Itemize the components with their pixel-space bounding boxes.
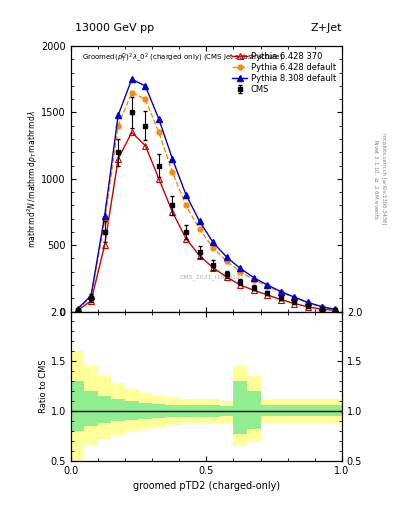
Pythia 6.428 default — [265, 283, 270, 289]
Text: mcplots.cern.ch [arXiv:1306.3436]: mcplots.cern.ch [arXiv:1306.3436] — [381, 134, 386, 225]
Legend: Pythia 6.428 370, Pythia 6.428 default, Pythia 8.308 default, CMS: Pythia 6.428 370, Pythia 6.428 default, … — [231, 50, 338, 96]
Pythia 8.308 default — [156, 116, 161, 122]
Pythia 6.428 370 — [89, 298, 94, 304]
Pythia 8.308 default — [184, 191, 188, 198]
Pythia 6.428 default — [333, 307, 338, 313]
Pythia 8.308 default — [252, 274, 256, 281]
Pythia 8.308 default — [292, 294, 297, 300]
Pythia 8.308 default — [143, 83, 148, 89]
Pythia 6.428 default — [292, 294, 297, 301]
Pythia 8.308 default — [75, 306, 80, 312]
Pythia 8.308 default — [197, 218, 202, 224]
Pythia 6.428 370 — [292, 301, 297, 307]
Pythia 6.428 370 — [319, 306, 324, 312]
Pythia 6.428 370 — [238, 282, 242, 288]
Pythia 8.308 default — [319, 304, 324, 310]
Line: Pythia 8.308 default: Pythia 8.308 default — [75, 76, 338, 312]
Text: CMS_2021_I1920187: CMS_2021_I1920187 — [179, 274, 244, 280]
Pythia 6.428 370 — [265, 292, 270, 298]
Line: Pythia 6.428 370: Pythia 6.428 370 — [75, 130, 338, 313]
Text: Z+Jet: Z+Jet — [310, 23, 342, 33]
Pythia 8.308 default — [129, 76, 134, 82]
Pythia 8.308 default — [170, 156, 175, 162]
Pythia 8.308 default — [306, 300, 310, 306]
Pythia 8.308 default — [211, 240, 215, 246]
Pythia 8.308 default — [265, 282, 270, 288]
Pythia 6.428 default — [224, 258, 229, 264]
Pythia 6.428 default — [306, 300, 310, 306]
Pythia 6.428 default — [184, 202, 188, 208]
Pythia 6.428 default — [170, 169, 175, 175]
Pythia 8.308 default — [333, 306, 338, 312]
Pythia 6.428 default — [89, 294, 94, 300]
Text: 13000 GeV pp: 13000 GeV pp — [75, 23, 154, 33]
Pythia 6.428 default — [116, 123, 121, 129]
Pythia 8.308 default — [89, 292, 94, 298]
Text: Groomed$(p_T^D)^2\lambda\_0^2$ (charged only) (CMS jet substructure): Groomed$(p_T^D)^2\lambda\_0^2$ (charged … — [82, 51, 283, 65]
Pythia 6.428 default — [279, 289, 283, 295]
Pythia 8.308 default — [116, 112, 121, 118]
Pythia 6.428 370 — [129, 129, 134, 135]
Pythia 6.428 370 — [197, 253, 202, 259]
Pythia 6.428 default — [319, 304, 324, 310]
Pythia 6.428 370 — [279, 296, 283, 303]
Pythia 6.428 370 — [170, 209, 175, 215]
Pythia 6.428 370 — [211, 265, 215, 271]
Pythia 6.428 370 — [252, 287, 256, 293]
Pythia 6.428 default — [211, 245, 215, 251]
Pythia 8.308 default — [224, 254, 229, 260]
Pythia 6.428 370 — [116, 156, 121, 162]
Pythia 6.428 default — [252, 276, 256, 283]
Pythia 6.428 370 — [75, 307, 80, 313]
X-axis label: groomed pTD2 (charged-only): groomed pTD2 (charged-only) — [133, 481, 280, 491]
Pythia 6.428 370 — [156, 176, 161, 182]
Pythia 6.428 370 — [184, 236, 188, 242]
Pythia 6.428 default — [102, 218, 107, 224]
Pythia 6.428 370 — [143, 142, 148, 148]
Pythia 8.308 default — [238, 265, 242, 271]
Y-axis label: Ratio to CMS: Ratio to CMS — [39, 359, 48, 413]
Line: Pythia 6.428 default: Pythia 6.428 default — [75, 90, 338, 312]
Pythia 6.428 default — [238, 269, 242, 275]
Pythia 8.308 default — [102, 213, 107, 219]
Pythia 6.428 default — [75, 307, 80, 313]
Pythia 6.428 default — [156, 129, 161, 135]
Pythia 6.428 370 — [224, 274, 229, 280]
Text: Rivet 3.1.10, $\geq$ 2.6M events: Rivet 3.1.10, $\geq$ 2.6M events — [371, 139, 379, 220]
Pythia 6.428 370 — [102, 242, 107, 248]
Pythia 6.428 default — [143, 96, 148, 102]
Y-axis label: $\mathrm{mathrm\,d}^2\!N\,/\,\mathrm{mathrm\,d}p_T\,\mathrm{mathrm\,d}\lambda$: $\mathrm{mathrm\,d}^2\!N\,/\,\mathrm{mat… — [26, 110, 40, 248]
Pythia 6.428 default — [197, 226, 202, 232]
Pythia 6.428 370 — [333, 307, 338, 313]
Pythia 6.428 default — [129, 90, 134, 96]
Pythia 6.428 370 — [306, 304, 310, 310]
Pythia 8.308 default — [279, 289, 283, 295]
